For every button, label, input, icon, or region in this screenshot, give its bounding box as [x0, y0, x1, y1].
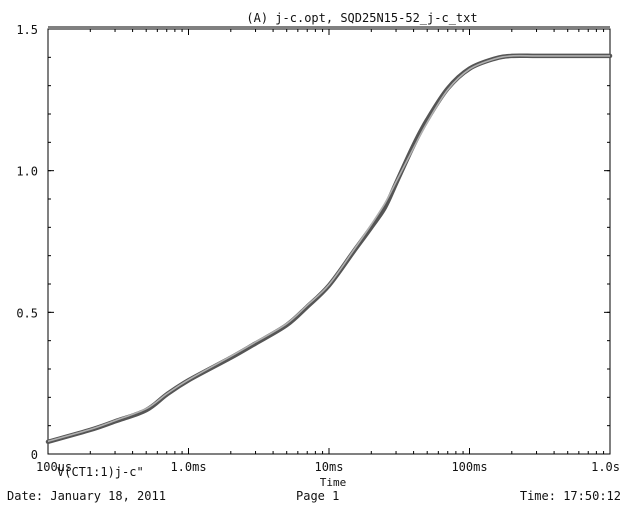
y-tick-label: 0.5 — [16, 306, 38, 320]
footer-page: Page 1 — [296, 489, 340, 503]
series-line-measured — [45, 53, 613, 445]
chart-title: (A) j-c.opt, SQD25N15-52_j-c_txt — [246, 11, 477, 25]
x-tick-label: 10ms — [315, 460, 344, 474]
legend-text: V(CT1:1)j-c" — [57, 465, 144, 479]
x-tick-label: 100ms — [451, 460, 487, 474]
x-ticks: 100us 1.0ms 10ms 100ms 1.0s — [36, 29, 620, 474]
series-group — [45, 53, 613, 445]
y-tick-label: 0 — [31, 448, 38, 462]
y-tick-label: 1.5 — [16, 23, 38, 37]
y-ticks: 0 0.5 1.0 1.5 — [16, 23, 610, 462]
chart: (A) j-c.opt, SQD25N15-52_j-c_txt 0 0.5 1.0… — [16, 11, 620, 489]
x-tick-label: 1.0s — [591, 460, 620, 474]
footer-time: Time: 17:50:12 — [519, 489, 621, 503]
x-tick-label: 1.0ms — [170, 460, 206, 474]
y-tick-label: 1.0 — [16, 165, 38, 179]
plot-frame — [47, 28, 611, 455]
x-tick-label: 100us — [36, 460, 72, 474]
footer-date: Date: January 18, 2011 — [7, 489, 166, 503]
series-line-fitted — [47, 54, 610, 443]
x-axis-label: Time — [320, 476, 347, 489]
